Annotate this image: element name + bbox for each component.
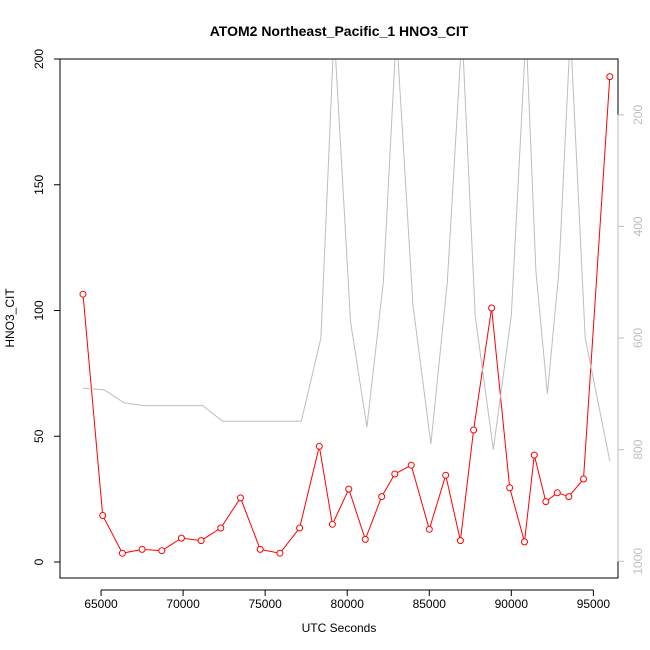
y-right-tick-label: 1000 (631, 548, 645, 575)
data-point (276, 549, 284, 557)
data-point (315, 442, 323, 450)
x-tick-label: 70000 (166, 597, 200, 611)
y-tick-label: 0 (32, 558, 46, 565)
x-tick-label: 90000 (495, 597, 529, 611)
data-point (407, 461, 415, 469)
data-point (79, 290, 87, 298)
data-point (237, 494, 244, 502)
data-point (425, 525, 433, 533)
data-point (378, 493, 386, 501)
x-tick-label: 65000 (84, 597, 118, 611)
data-point (606, 73, 614, 81)
series-line-right (82, 59, 611, 461)
data-point (580, 475, 587, 483)
data-point (256, 545, 264, 553)
y-tick-label: 200 (32, 49, 46, 69)
y-right-tick-label: 600 (631, 328, 645, 348)
y-tick-label: 50 (32, 429, 46, 443)
data-point (553, 489, 561, 497)
data-point (565, 493, 573, 501)
plot-frame (59, 58, 619, 579)
y-right-tick-label: 400 (631, 216, 645, 236)
y-axis-left: 0 50 100 150 200 (32, 49, 61, 565)
data-point (506, 484, 514, 492)
x-tick-label: 80000 (331, 597, 365, 611)
y-right-tick-label: 800 (631, 439, 645, 459)
data-point (197, 537, 205, 545)
y-tick-label: 150 (32, 174, 46, 194)
data-point (542, 498, 550, 506)
data-point (361, 535, 369, 543)
y-tick-label: 100 (32, 300, 46, 320)
x-tick-label: 85000 (413, 597, 447, 611)
x-axis: 65000 70000 75000 80000 85000 90000 95000 (84, 589, 611, 611)
plot-lines (79, 59, 614, 557)
data-point (177, 534, 185, 542)
data-point (217, 524, 225, 532)
data-point (530, 451, 538, 459)
data-point (442, 471, 450, 479)
data-point (345, 485, 353, 493)
data-point (158, 547, 166, 555)
x-tick-label: 75000 (248, 597, 282, 611)
chart-title: ATOM2 Northeast_Pacific_1 HNO3_CIT (210, 23, 469, 39)
data-point (328, 520, 336, 528)
data-point (296, 524, 304, 532)
data-point (391, 470, 399, 478)
data-point (521, 538, 528, 546)
data-point (488, 304, 496, 312)
y-axis-label: HNO3_CIT (3, 288, 17, 348)
y-axis-right: 200 400 600 800 1000 (617, 104, 645, 575)
x-tick-label: 95000 (577, 597, 611, 611)
x-axis-label: UTC Seconds (302, 621, 377, 635)
data-point (456, 537, 464, 545)
y-right-tick-label: 200 (631, 104, 645, 124)
data-point (470, 426, 478, 434)
data-point (99, 512, 107, 519)
data-point (118, 549, 126, 557)
data-point (138, 545, 146, 553)
